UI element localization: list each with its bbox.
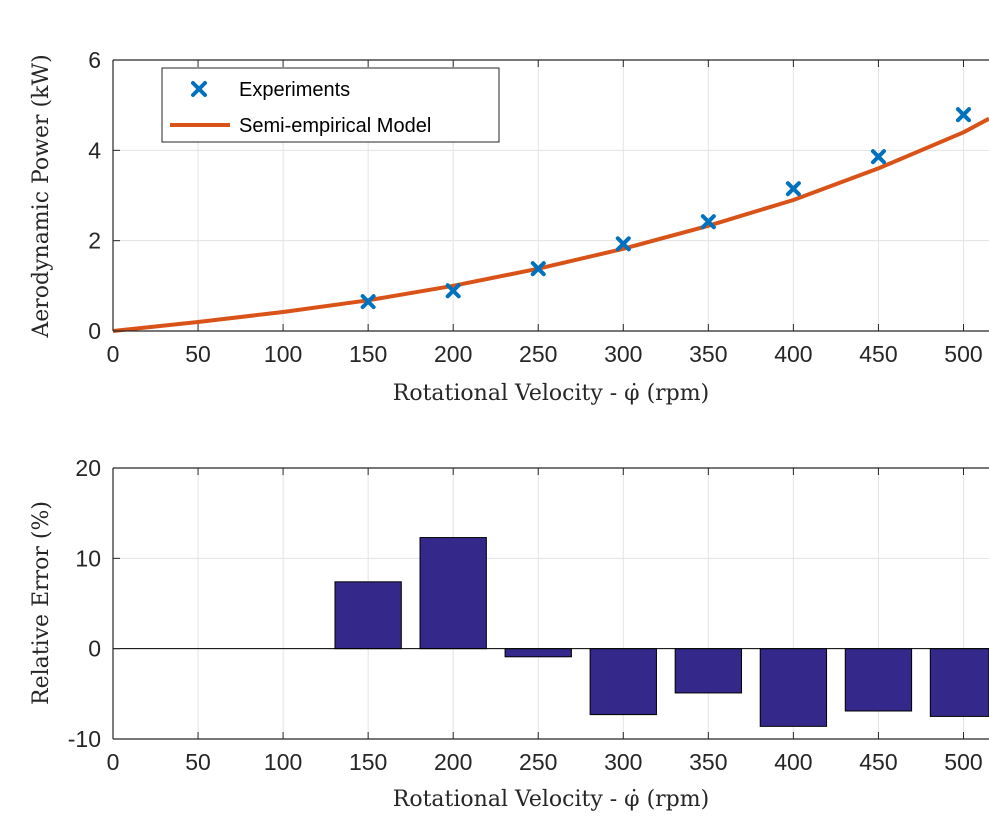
experiment-point — [445, 283, 461, 299]
top-y-tick-label: 4 — [88, 137, 101, 163]
top-x-tick-label: 150 — [349, 341, 387, 367]
bottom-x-tick-label: 400 — [774, 749, 812, 775]
top-x-tick-label: 400 — [774, 341, 812, 367]
bottom-x-axis-label: Rotational Velocity - φ̇ (rpm) — [393, 787, 709, 812]
bottom-y-tick-label: -10 — [68, 726, 101, 752]
experiment-point-stroke — [360, 294, 376, 310]
bottom-y-tick-label: 20 — [75, 455, 101, 481]
bottom-y-tick-label: 10 — [75, 545, 101, 571]
experiment-point-stroke — [955, 107, 971, 123]
bottom-series — [113, 537, 989, 727]
top-x-tick-label: 500 — [944, 341, 982, 367]
bottom-x-tick-label: 150 — [349, 749, 387, 775]
legend-marker-experiments — [191, 81, 207, 97]
bottom-x-tick-label: 300 — [604, 749, 642, 775]
error-bar — [504, 648, 572, 658]
top-frame — [112, 59, 989, 332]
experiment-point — [530, 261, 546, 277]
legend-label-model: Semi-empirical Model — [239, 115, 431, 137]
top-x-tick-label: 250 — [519, 341, 557, 367]
experiment-point-stroke — [530, 261, 546, 277]
legend-label-experiments: Experiments — [239, 79, 350, 101]
experiment-point-stroke — [785, 181, 801, 197]
bottom-x-tick-label: 200 — [434, 749, 472, 775]
top-x-tick-label: 50 — [185, 341, 211, 367]
top-x-tick-label: 450 — [859, 341, 897, 367]
bottom-x-tick-label: 50 — [185, 749, 211, 775]
top-ticks: 0 50 100 150 200 250 300 350 400 450 500 0 2 4 6 — [88, 47, 982, 367]
bottom-x-tick-label: 250 — [519, 749, 557, 775]
error-bar — [759, 648, 828, 727]
top-x-tick-label: 350 — [689, 341, 727, 367]
error-bar — [929, 648, 989, 717]
experiment-point-stroke — [700, 214, 716, 230]
experiment-point — [785, 181, 801, 197]
top-x-tick-label: 0 — [107, 341, 120, 367]
error-bar — [419, 537, 487, 650]
experiment-point — [700, 214, 716, 230]
bottom-x-tick-label: 0 — [107, 749, 120, 775]
experiment-point — [955, 107, 971, 123]
top-x-tick-label: 300 — [604, 341, 642, 367]
experiment-point-stroke — [615, 236, 631, 252]
bottom-x-tick-label: 450 — [859, 749, 897, 775]
bottom-plot-area — [113, 468, 989, 739]
top-x-tick-label: 200 — [434, 341, 472, 367]
legend: Experiments Semi-empirical Model — [161, 67, 500, 143]
experiment-point-stroke — [445, 283, 461, 299]
top-y-axis-label: Aerodynamic Power (kW) — [29, 54, 54, 338]
error-bar — [334, 581, 402, 650]
bottom-x-tick-label: 500 — [944, 749, 982, 775]
top-series — [112, 107, 989, 333]
bottom-x-tick-label: 350 — [689, 749, 727, 775]
model-curve — [112, 116, 989, 333]
error-bar — [589, 648, 657, 716]
experiment-point — [615, 236, 631, 252]
top-y-tick-label: 6 — [88, 47, 101, 73]
top-x-axis-label: Rotational Velocity - φ̇ (rpm) — [393, 381, 709, 406]
experiment-point — [360, 294, 376, 310]
bottom-y-axis-label: Relative Error (%) — [29, 501, 54, 705]
experiment-point-stroke — [870, 149, 886, 165]
experiment-point — [870, 149, 886, 165]
top-x-tick-label: 100 — [264, 341, 302, 367]
bottom-frame — [112, 467, 989, 740]
bottom-x-tick-label: 100 — [264, 749, 302, 775]
legend-box — [161, 67, 500, 143]
bottom-y-tick-label: 0 — [88, 636, 101, 662]
top-y-tick-label: 0 — [88, 318, 101, 344]
error-bar — [674, 648, 743, 694]
error-bar — [844, 648, 913, 712]
top-y-tick-label: 2 — [88, 228, 101, 254]
top-axes: 0 50 100 150 200 250 300 350 400 450 500 0 2 4 6 Rotat… — [29, 47, 989, 406]
